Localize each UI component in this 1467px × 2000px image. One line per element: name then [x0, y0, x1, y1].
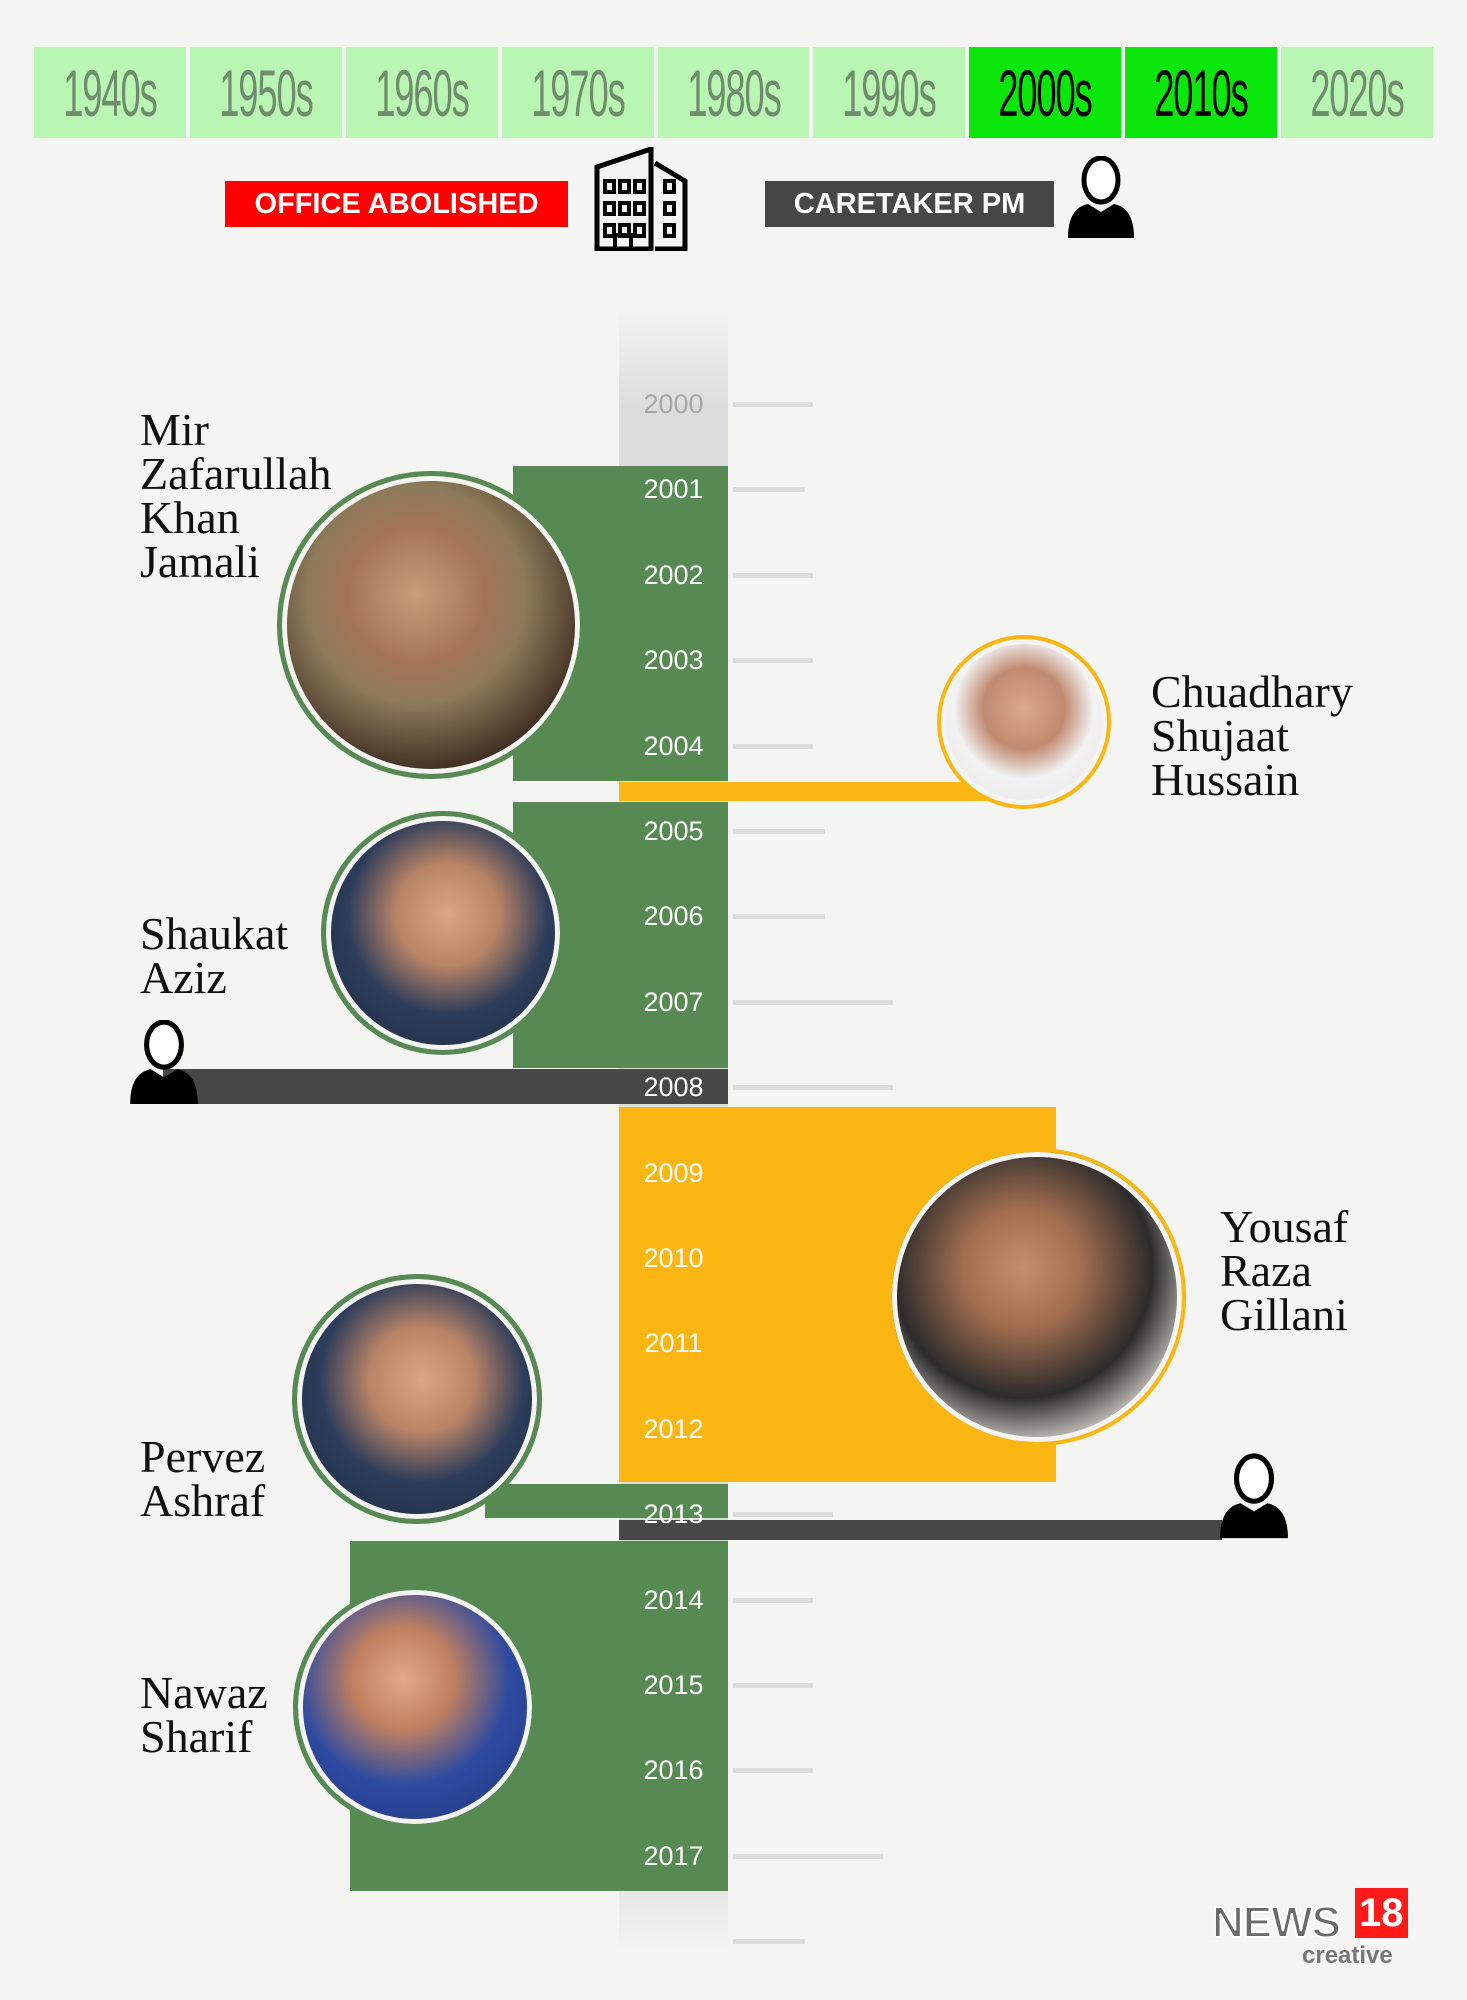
year-tick [733, 1512, 833, 1518]
year-label: 2004 [643, 730, 704, 761]
year-label: 2003 [643, 645, 704, 676]
decade-label: 1980s [686, 55, 782, 130]
decade-1960s[interactable]: 1960s [345, 47, 498, 138]
year-label: 2000 [643, 389, 704, 419]
office-abolished-legend: OFFICE ABOLISHED [225, 181, 568, 227]
decade-label: 1960s [375, 55, 470, 130]
shujaat-term-bar [619, 782, 1019, 801]
caretaker-person-icon [1220, 1453, 1288, 1539]
decade-2020s[interactable]: 2020s [1281, 47, 1434, 138]
jamali-photo [277, 471, 585, 779]
building-icon [594, 147, 688, 251]
year-label: 2008 [643, 1072, 704, 1103]
year-label: 2012 [643, 1413, 704, 1444]
shujaat-photo [937, 635, 1111, 809]
year-tick [733, 1939, 805, 1945]
decade-1950s[interactable]: 1950s [189, 47, 342, 138]
pervez-term-bar [485, 1484, 728, 1518]
shujaat-name: Chuadhary Shujaat Hussain [1151, 666, 1353, 805]
caretaker-pm-legend: CARETAKER PM [765, 181, 1054, 227]
decade-1980s[interactable]: 1980s [657, 47, 810, 138]
year-tick [733, 658, 813, 664]
year-label: 2001 [643, 474, 704, 505]
year-label: 2010 [643, 1243, 704, 1273]
decade-label: 2000s [998, 55, 1094, 130]
year-tick [733, 402, 813, 407]
year-label: 2009 [643, 1157, 704, 1188]
year-label: 2006 [643, 901, 704, 932]
year-label: 2011 [644, 1328, 703, 1359]
year-label: 2014 [643, 1584, 704, 1615]
decade-label: 1940s [63, 55, 158, 130]
news18-logo: NEWS 18 creative [1211, 1888, 1408, 1972]
decade-1970s[interactable]: 1970s [501, 47, 654, 138]
year-tick [733, 487, 805, 493]
caretaker-person-icon [130, 1020, 198, 1104]
decade-label: 2020s [1310, 55, 1405, 130]
year-label: 2015 [643, 1670, 704, 1700]
caretaker-person-icon [1068, 156, 1134, 238]
pervez-photo [292, 1274, 542, 1524]
aziz-photo [321, 811, 565, 1055]
year-tick [733, 1768, 813, 1774]
year-label: 2016 [643, 1755, 704, 1786]
year-tick [733, 1085, 893, 1091]
year-tick [733, 914, 825, 920]
decade-label: 1990s [842, 55, 938, 130]
year-tick [733, 743, 813, 749]
decade-2000s[interactable]: 2000s [969, 47, 1122, 138]
decade-selector: 1940s 1950s 1960s 1970s 1980s 1990s 2000s 2010s… [34, 47, 1434, 138]
decade-2010s[interactable]: 2010s [1125, 47, 1278, 138]
aziz-name: Shaukat Aziz [140, 908, 289, 1003]
year-tick [733, 1683, 813, 1688]
year-label: 2013 [643, 1499, 704, 1530]
caretaker-2013-bar [619, 1520, 1222, 1540]
year-tick [733, 999, 893, 1005]
sharif-photo [293, 1585, 537, 1829]
year-label: 2017 [643, 1840, 704, 1871]
decade-1940s[interactable]: 1940s [34, 47, 186, 138]
caretaker-2007-bar [163, 1069, 728, 1104]
jamali-name: Mir Zafarullah Khan Jamali [140, 404, 332, 587]
year-tick [733, 1853, 883, 1859]
year-label: 2002 [643, 559, 704, 590]
decade-label: 1950s [219, 55, 314, 130]
year-tick [733, 572, 813, 578]
year-label: 2005 [643, 816, 704, 846]
pervez-name: Pervez Ashraf [140, 1431, 266, 1526]
gillani-photo [888, 1148, 1186, 1446]
decade-label: 1970s [530, 55, 626, 130]
decade-label: 2010s [1154, 55, 1249, 130]
year-label: 2007 [643, 986, 704, 1017]
year-tick [733, 829, 825, 834]
gillani-name: Yousaf Raza Gillani [1220, 1201, 1349, 1340]
decade-1990s[interactable]: 1990s [813, 47, 966, 138]
sharif-name: Nawaz Sharif [140, 1667, 268, 1762]
year-tick [733, 1597, 813, 1603]
